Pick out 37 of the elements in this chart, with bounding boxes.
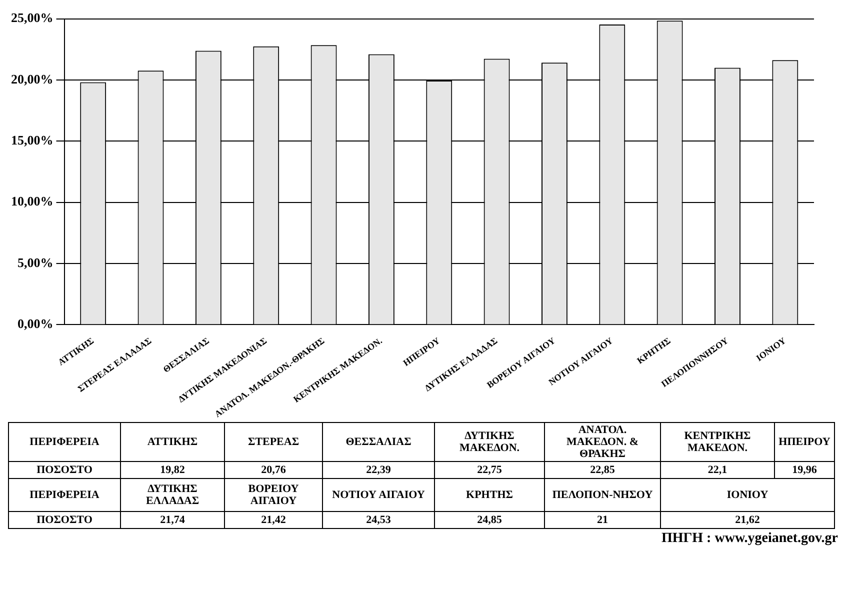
- text: ΑΤΤΙΚΗΣ: [120, 422, 224, 462]
- text: ΠΟΣΟΣΤΟ: [8, 512, 120, 528]
- text: 21: [544, 512, 660, 528]
- text: ΠΗΓΗ : www.ygeianet.gov.gr: [660, 531, 838, 547]
- y-tick-label: 25,00%: [11, 10, 54, 26]
- text: ΠΕΡΙΦΕΡΕΙΑ: [8, 422, 120, 462]
- text: 19,82: [120, 462, 224, 478]
- text: ΒΟΡΕΙΟΥ ΑΙΓΑΙΟΥ: [224, 478, 322, 512]
- text: 19,96: [774, 462, 834, 478]
- text: ΙΟΝΙΟΥ: [660, 478, 834, 512]
- text: 20,76: [224, 462, 322, 478]
- text: 21,62: [660, 512, 834, 528]
- text: 22,39: [322, 462, 434, 478]
- y-tick-label: 0,00%: [18, 316, 54, 332]
- text: ΚΕΝΤΡΙΚΗΣ ΜΑΚΕΔΟΝ.: [660, 422, 774, 462]
- text: ΝΟΤΙΟΥ ΑΙΓΑΙΟΥ: [322, 478, 434, 512]
- text: 22,85: [544, 462, 660, 478]
- y-tick-label: 10,00%: [11, 194, 54, 209]
- text: 22,75: [434, 462, 544, 478]
- text: ΗΠΕΙΡΟΥ: [774, 422, 834, 462]
- text: 24,53: [322, 512, 434, 528]
- text: 21,74: [120, 512, 224, 528]
- text: ΔΥΤΙΚΗΣ ΕΛΛΑΔΑΣ: [120, 478, 224, 512]
- text: ΣΤΕΡΕΑΣ: [224, 422, 322, 462]
- text: ΔΥΤΙΚΗΣ ΜΑΚΕΔΟΝ.: [434, 422, 544, 462]
- text: ΑΝΑΤΟΛ. ΜΑΚΕΔΟΝ. & ΘΡΑΚΗΣ: [544, 422, 660, 462]
- text: 21,42: [224, 512, 322, 528]
- text: ΘΕΣΣΑΛΙΑΣ: [322, 422, 434, 462]
- text: ΠΕΡΙΦΕΡΕΙΑ: [8, 478, 120, 512]
- text: ΠΕΛΟΠΟΝ-ΝΗΣΟΥ: [544, 478, 660, 512]
- text: 24,85: [434, 512, 544, 528]
- text: ΚΡΗΤΗΣ: [434, 478, 544, 512]
- y-tick-label: 15,00%: [11, 132, 54, 148]
- text: ΠΟΣΟΣΤΟ: [8, 462, 120, 478]
- y-tick-label: 20,00%: [11, 71, 54, 86]
- y-tick-label: 5,00%: [18, 254, 54, 270]
- text: 22,1: [660, 462, 774, 478]
